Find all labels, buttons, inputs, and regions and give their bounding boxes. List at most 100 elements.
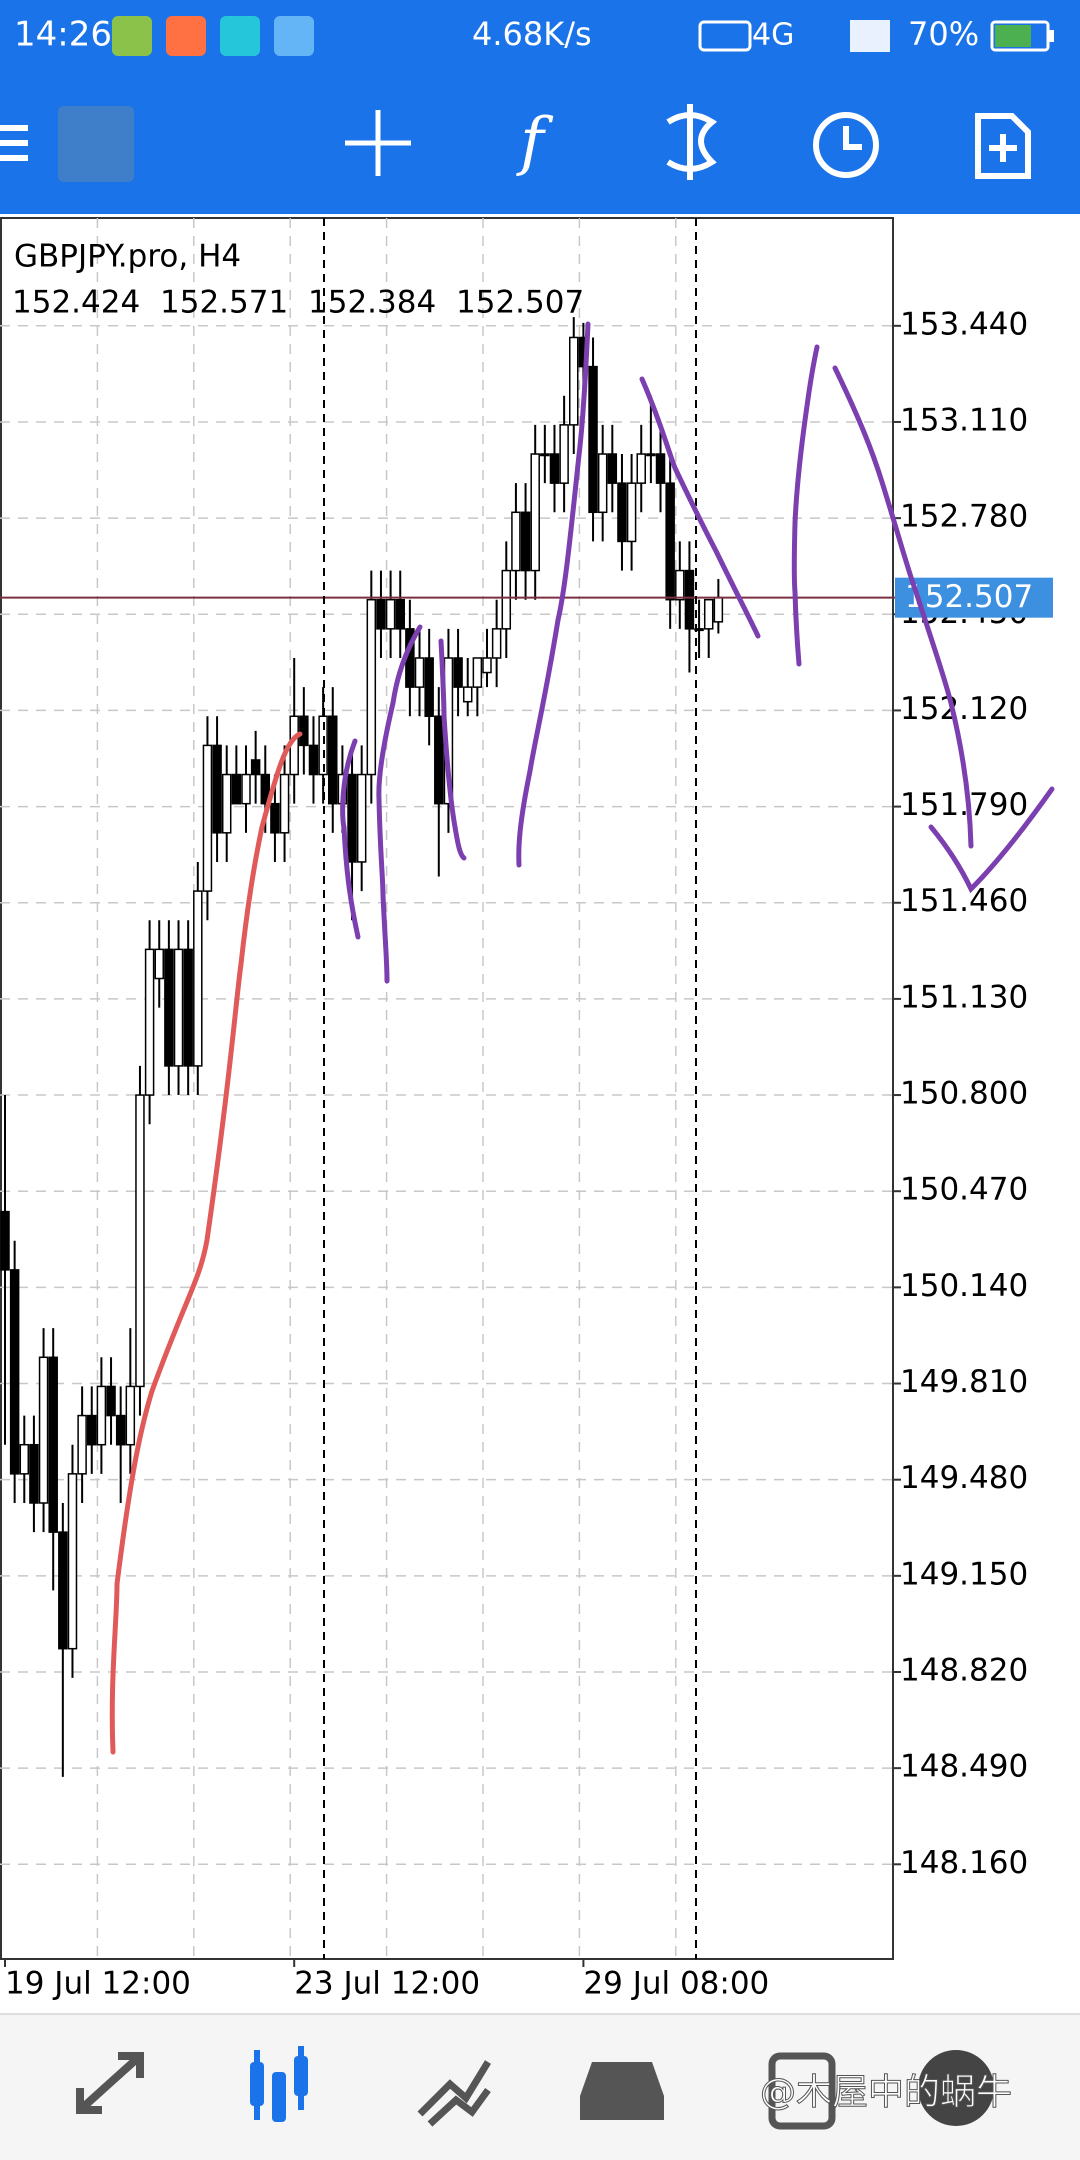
candle-body [395, 598, 405, 630]
watermark: @木屋中的蜗牛 [760, 2072, 1012, 2113]
ohlc-header: 152.424 152.571 152.384 152.507 [12, 285, 584, 321]
candle-body [67, 1473, 78, 1650]
chart: 153.440153.110152.780152.450152.120151.7… [0, 218, 1053, 2002]
candle-body [434, 715, 444, 805]
y-tick-label: 151.130 [900, 979, 1028, 1015]
candle-body [385, 598, 396, 630]
candle-body [665, 482, 675, 601]
candle-body [106, 1385, 116, 1417]
candle-body [472, 657, 483, 688]
candle-body [588, 365, 598, 514]
status-time: 14:26 [14, 15, 112, 55]
chart-tab[interactable] [250, 2046, 308, 2122]
candle-body [540, 453, 550, 457]
y-tick-label: 149.480 [900, 1460, 1028, 1496]
status-speed: 4.68K/s [472, 15, 592, 53]
new-order-button[interactable] [975, 113, 1031, 179]
candle-body [636, 453, 646, 484]
y-tick-label: 152.780 [900, 499, 1028, 535]
y-tick-label: 153.110 [900, 402, 1028, 438]
candle-body [87, 1414, 97, 1446]
candle-body [125, 1385, 136, 1446]
candle-body [675, 569, 685, 601]
candle-body [655, 453, 666, 484]
candle-body [279, 773, 290, 834]
candle-body [183, 948, 193, 1067]
candle-body [77, 1414, 87, 1475]
candle-body [511, 511, 521, 572]
candle-body [530, 453, 540, 572]
status-icons [112, 16, 1054, 56]
status-network: 4G [752, 18, 794, 53]
hand-drawings [109, 321, 1055, 1755]
trade-button[interactable] [666, 104, 718, 180]
candle-body [19, 1443, 30, 1475]
y-tick-label: 148.820 [900, 1652, 1028, 1688]
y-tick-label: 151.790 [900, 787, 1028, 823]
candle-body [356, 773, 367, 863]
y-tick-label: 150.800 [900, 1076, 1028, 1112]
candle-body [221, 773, 232, 834]
y-tick-label: 153.440 [900, 306, 1028, 342]
candle-body [597, 453, 608, 514]
candle-body [520, 511, 531, 572]
x-tick-label: 29 Jul 08:00 [583, 1966, 769, 2002]
candle-body [491, 628, 502, 659]
quotes-tab[interactable] [76, 2052, 144, 2114]
candle-body [29, 1443, 39, 1504]
crosshair-button[interactable] [345, 110, 411, 176]
chart-frame [0, 217, 894, 1960]
candle-body [462, 686, 473, 703]
candle-body [607, 453, 618, 484]
candle-body [58, 1531, 68, 1650]
high-value: 152.571 [160, 285, 288, 321]
candle-body [270, 802, 280, 834]
candle-body [164, 948, 174, 1067]
avatar [918, 2050, 994, 2126]
separators [323, 218, 697, 1959]
y-tick-label: 151.460 [900, 883, 1028, 919]
open-value: 152.424 [12, 285, 140, 321]
trade-tab[interactable] [417, 2060, 491, 2127]
candle-body [260, 773, 271, 805]
candle-body [347, 773, 357, 863]
candle-body [115, 1414, 126, 1446]
candle-body [646, 453, 656, 457]
candle-body [713, 596, 724, 623]
close-value: 152.507 [456, 285, 584, 321]
y-tick-label: 152.120 [900, 691, 1028, 727]
x-tick-label: 23 Jul 12:00 [294, 1966, 480, 2002]
candle-body [424, 657, 434, 718]
candle-body [202, 744, 213, 892]
app-logo[interactable] [58, 106, 134, 182]
candle-body [482, 657, 492, 674]
candle-body [414, 657, 425, 688]
candle-body [559, 424, 569, 484]
candle-body [501, 569, 512, 630]
candle-body [569, 336, 579, 426]
candle-body [48, 1356, 58, 1533]
candle-body [231, 773, 242, 805]
candle-body [250, 759, 261, 776]
candle-body [241, 773, 251, 805]
candle-body [549, 453, 560, 484]
history-button[interactable] [813, 112, 879, 178]
candle-body [0, 1210, 10, 1271]
candle-body [96, 1385, 107, 1446]
y-tick-label: 148.160 [900, 1845, 1028, 1881]
news-tab[interactable] [768, 2052, 836, 2130]
candle-body [453, 657, 463, 688]
x-tick-label: 19 Jul 12:00 [5, 1966, 191, 2002]
candle-body [135, 1094, 145, 1388]
candle-body [626, 482, 637, 543]
menu-button[interactable] [0, 125, 28, 161]
y-tick-label: 148.490 [900, 1749, 1028, 1785]
status-battery: 70% [908, 15, 979, 53]
price-label: 152.507 [905, 579, 1033, 615]
candle-body [144, 948, 155, 1096]
candle-body [173, 948, 184, 1067]
candle-body [299, 715, 309, 747]
history-tab[interactable] [580, 2062, 664, 2120]
